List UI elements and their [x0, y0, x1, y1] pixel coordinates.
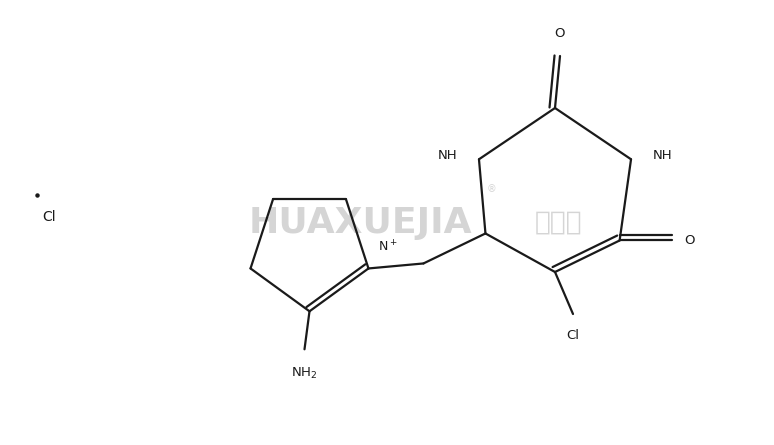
Text: ®: ® — [487, 184, 497, 194]
Text: 化学加: 化学加 — [535, 210, 583, 236]
Text: NH: NH — [653, 149, 673, 162]
Text: O: O — [685, 234, 695, 247]
Text: HUAXUEJIA: HUAXUEJIA — [248, 206, 472, 240]
Text: Cl: Cl — [567, 329, 580, 342]
Text: O: O — [555, 27, 565, 40]
Text: NH$_2$: NH$_2$ — [291, 366, 317, 381]
Text: N$^+$: N$^+$ — [378, 239, 398, 255]
Text: NH: NH — [437, 149, 457, 162]
Text: Cl: Cl — [42, 210, 56, 224]
